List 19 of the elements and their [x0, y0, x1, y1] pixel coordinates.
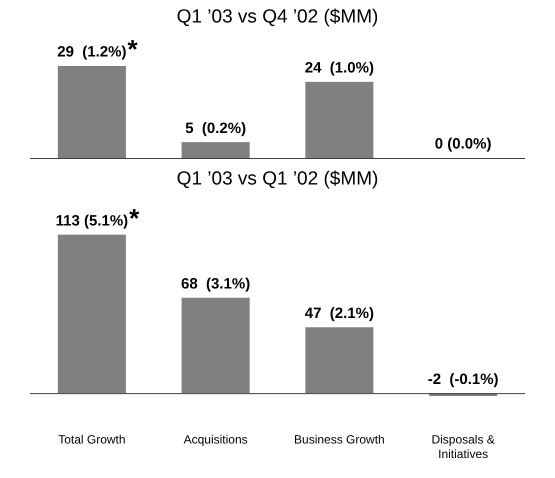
- data-label: 24 (1.0%): [304, 59, 374, 76]
- data-label: -2 (-0.1%): [428, 370, 499, 388]
- chart-title: Q1 ’03 vs Q4 ’02 ($MM): [176, 6, 378, 28]
- x-tick-label: Business Growth: [294, 432, 385, 447]
- bar: [58, 234, 126, 394]
- data-label: 0 (0.0%): [434, 136, 492, 153]
- x-tick-label: Acquisitions: [184, 432, 248, 447]
- x-tick-label: Disposals & Initiatives: [431, 432, 495, 462]
- data-label: 29 (1.2%): [57, 44, 126, 61]
- data-label: 5 (0.2%): [185, 120, 246, 137]
- annotation: *: [127, 34, 138, 64]
- annotation: *: [129, 202, 140, 233]
- data-label: 68 (3.1%): [181, 275, 250, 292]
- data-label: 113 (5.1%): [56, 212, 128, 230]
- bar: [182, 298, 250, 394]
- bar: [305, 327, 374, 394]
- x-tick-label: Total Growth: [58, 432, 126, 447]
- chart-title: Q1 ’03 vs Q1 ’02 ($MM): [176, 168, 378, 190]
- data-label: 47 (2.1%): [304, 304, 374, 322]
